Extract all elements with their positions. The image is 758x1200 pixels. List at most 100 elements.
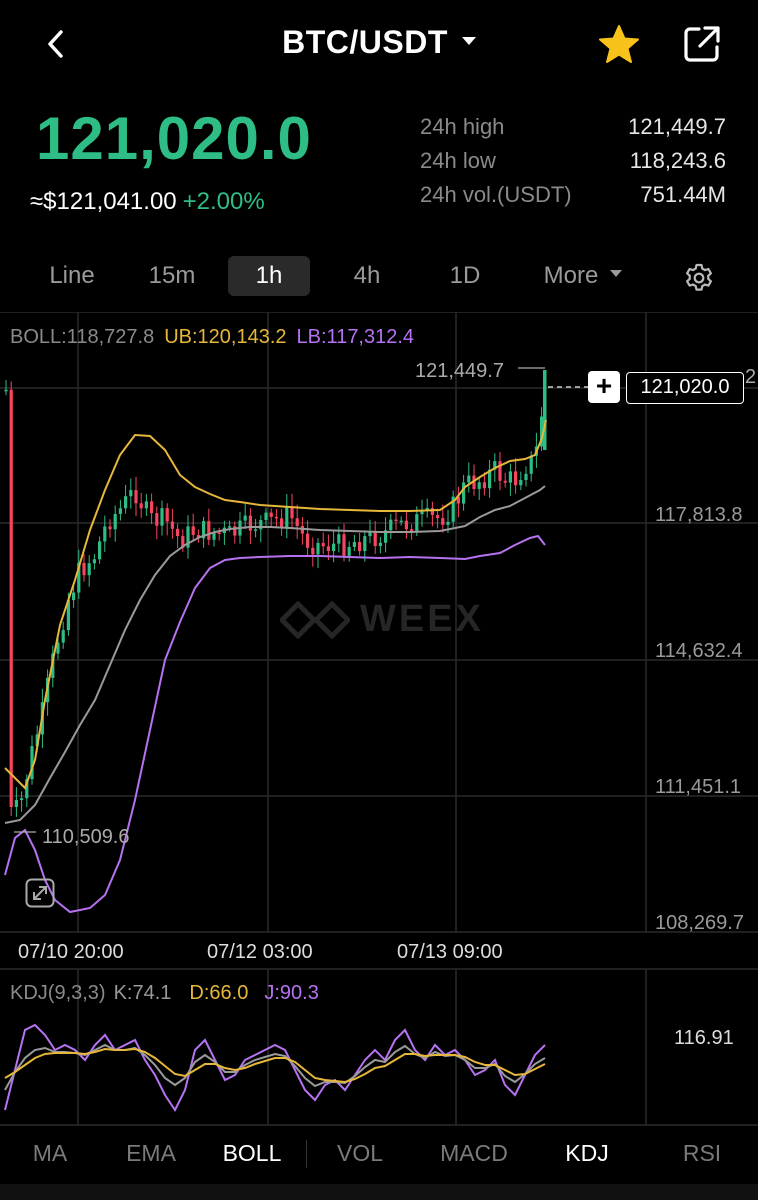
candle-body (514, 471, 518, 486)
candle-body (368, 531, 372, 537)
candle-body (493, 461, 497, 470)
candle-body (92, 559, 96, 564)
indicator-ma[interactable]: MA (32, 1140, 68, 1166)
candle-body (482, 482, 486, 489)
candle-body (430, 507, 434, 516)
boll-legend: BOLL:118,727.8 UB:120,143.2 LB:117,312.4 (10, 326, 414, 349)
candle-body (129, 490, 133, 497)
candle-body (4, 389, 8, 392)
current-price-tag[interactable]: 121,020.0 (626, 372, 744, 404)
fullscreen-button[interactable] (25, 878, 55, 908)
tab-more-label: More (543, 262, 599, 289)
candle-body (233, 526, 237, 536)
kdj-j-line (4, 1023, 546, 1112)
kdj-axis-label: 116.91 (674, 1027, 734, 1049)
candle-body (488, 469, 492, 489)
candle-body (316, 542, 320, 555)
candle-body (285, 507, 289, 528)
candle-body (212, 532, 216, 540)
candle-body (202, 521, 206, 539)
indicator-rsi[interactable]: RSI (682, 1140, 722, 1166)
share-button[interactable] (682, 24, 724, 66)
candle-body (254, 529, 258, 531)
indicator-divider (306, 1140, 307, 1168)
candle-body (326, 546, 330, 552)
pair-title: BTC/USDT (282, 24, 448, 60)
tab-line[interactable]: Line (49, 262, 95, 289)
indicator-macd[interactable]: MACD (440, 1140, 508, 1166)
candle-body (181, 536, 185, 548)
boll-value: BOLL:118,727.8 (10, 326, 155, 348)
indicator-vol[interactable]: VOL (336, 1140, 384, 1166)
stat-label: 24h high (420, 114, 505, 139)
add-order-button[interactable]: + (588, 371, 620, 403)
candle-body (404, 520, 408, 530)
pair-selector[interactable]: BTC/USDT (0, 24, 758, 61)
stat-value: 118,243.6 (629, 148, 726, 173)
tab-4h[interactable]: 4h (353, 262, 381, 289)
candle-body (358, 542, 362, 552)
tab-more[interactable]: More (528, 256, 638, 296)
candle-body (477, 482, 481, 489)
tab-1h[interactable]: 1h (228, 256, 310, 296)
candle-body (462, 482, 466, 504)
candle-body (352, 542, 356, 547)
candle-body (420, 510, 424, 515)
stat-label: 24h low (420, 148, 496, 173)
boll-lb-value: LB:117,312.4 (296, 326, 415, 348)
candle-body (82, 562, 86, 576)
candle-body (347, 546, 351, 556)
candle-body (66, 600, 70, 631)
candle-body (436, 515, 440, 519)
candle-body (20, 798, 24, 800)
indicator-ema[interactable]: EMA (126, 1140, 176, 1166)
change-percent: +2.00% (182, 188, 265, 215)
candle-body (186, 526, 190, 548)
watermark-text: WEEX (360, 598, 484, 640)
candles (4, 370, 547, 817)
candle-body (410, 529, 414, 532)
chart-settings-button[interactable] (683, 262, 715, 294)
bottom-bar (0, 1184, 758, 1200)
stat-row: 24h vol.(USDT) 751.44M (420, 180, 726, 214)
tab-15m[interactable]: 15m (148, 262, 196, 289)
candle-body (165, 508, 169, 522)
stat-value: 121,449.7 (628, 114, 726, 139)
candle-body (508, 471, 512, 483)
candle-body (25, 779, 29, 799)
candle-body (108, 526, 112, 530)
favorite-button[interactable] (598, 24, 640, 66)
candle-body (217, 532, 221, 534)
candle-body (207, 521, 211, 540)
indicator-kdj[interactable]: KDJ (565, 1140, 609, 1166)
candle-body (228, 526, 232, 528)
candle-body (503, 480, 507, 483)
kdj-legend: KDJ(9,3,3) K:74.1 D:66.0 J:90.3 (10, 982, 319, 1005)
candle-body (274, 516, 278, 519)
tab-1d[interactable]: 1D (449, 262, 481, 289)
stat-label: 24h vol.(USDT) (420, 182, 572, 207)
plus-icon: + (595, 370, 613, 401)
expand-icon (25, 878, 55, 908)
candle-body (139, 503, 143, 509)
stat-row: 24h low 118,243.6 (420, 146, 726, 180)
candle-body (9, 389, 13, 807)
candle-body (290, 507, 294, 519)
y-tick-label: 108,269.7 (655, 912, 744, 934)
boll-lower-band (4, 534, 546, 914)
candle-body (77, 562, 81, 593)
stat-row: 24h high 121,449.7 (420, 112, 726, 146)
candlestick-chart[interactable] (0, 312, 758, 972)
indicator-boll[interactable]: BOLL (222, 1140, 282, 1166)
candle-body (264, 512, 268, 521)
candle-body (389, 519, 393, 531)
candle-body (248, 515, 252, 531)
back-button[interactable] (36, 24, 76, 64)
x-tick-label: 07/13 09:00 (397, 941, 503, 963)
kdj-chart[interactable] (0, 968, 758, 1128)
usd-price: ≈$121,041.00 +2.00% (30, 188, 265, 216)
indicator-tabs: MA EMA BOLL VOL MACD KDJ RSI (0, 1130, 758, 1180)
candle-body (425, 507, 429, 511)
candle-body (519, 480, 523, 486)
star-icon (599, 25, 639, 63)
